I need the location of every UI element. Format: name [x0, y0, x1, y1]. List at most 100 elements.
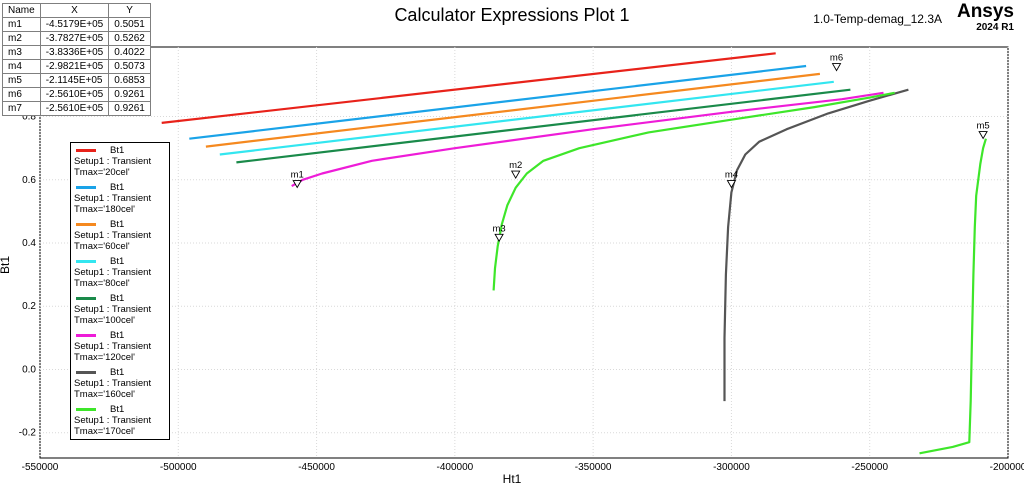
marker-label: m4: [725, 170, 738, 181]
marker-x-cell: -2.1145E+05: [39, 73, 110, 88]
marker-triangle-icon: [978, 131, 988, 140]
x-tick-label: -250000: [851, 462, 888, 473]
marker-x-cell: -2.5610E+05: [39, 87, 110, 102]
legend-item[interactable]: Bt1 Setup1 : Transient Tmax='60cel': [71, 217, 169, 254]
header-y: Y: [108, 3, 151, 18]
series-line-5: [291, 91, 884, 188]
marker-m6[interactable]: m6: [830, 53, 843, 72]
chart-title: Calculator Expressions Plot 1: [394, 5, 630, 25]
marker-layer: m1 m2 m3 m4 m5 m6: [291, 53, 990, 243]
table-row[interactable]: m1 -4.5179E+05 0.5051: [2, 17, 151, 32]
marker-triangle-icon: [510, 170, 521, 179]
legend-item[interactable]: Bt1 Setup1 : Transient Tmax='100cel': [71, 291, 169, 328]
legend-param: Tmax='180cel': [74, 204, 135, 215]
legend-name: Bt1: [110, 219, 125, 230]
table-row[interactable]: m6 -2.5610E+05 0.9261: [2, 87, 151, 102]
y-axis-label: Bt1: [0, 255, 13, 275]
marker-x-cell: -4.5179E+05: [39, 17, 110, 32]
x-tick-label: -550000: [22, 462, 59, 473]
legend-swatch: [76, 408, 96, 411]
marker-y-cell: 0.5262: [108, 31, 151, 46]
marker-m5[interactable]: m5: [977, 121, 990, 140]
marker-name-cell: m1: [2, 17, 41, 32]
marker-label: m2: [509, 160, 522, 171]
legend-setup: Setup1 : Transient: [74, 267, 152, 278]
series-line-6: [723, 88, 909, 402]
brand-name: Ansys: [956, 1, 1014, 22]
y-tick-label: 0.4: [22, 238, 36, 249]
marker-x-cell: -3.8336E+05: [39, 45, 110, 60]
legend-name: Bt1: [110, 256, 125, 267]
legend-name: Bt1: [110, 367, 125, 378]
marker-label: m3: [493, 223, 506, 234]
legend-swatch: [76, 149, 96, 152]
x-tick-label: -200000: [990, 462, 1024, 473]
legend-setup: Setup1 : Transient: [74, 378, 152, 389]
marker-m4[interactable]: m4: [725, 170, 738, 189]
legend-swatch: [76, 334, 96, 337]
marker-x-cell: -3.7827E+05: [39, 31, 110, 46]
marker-m2[interactable]: m2: [509, 160, 522, 179]
legend-name: Bt1: [110, 182, 125, 193]
legend-setup: Setup1 : Transient: [74, 193, 152, 204]
legend-item[interactable]: Bt1 Setup1 : Transient Tmax='20cel': [71, 143, 169, 180]
design-name: 1.0-Temp-demag_12.3A: [813, 12, 942, 26]
marker-triangle-icon: [292, 180, 302, 189]
legend-name: Bt1: [110, 145, 125, 156]
y-tick-label: 0.8: [22, 112, 36, 123]
series-line-0: [161, 52, 776, 124]
brand-version: 2024 R1: [976, 22, 1014, 33]
legend-setup: Setup1 : Transient: [74, 341, 152, 352]
legend-name: Bt1: [110, 293, 125, 304]
legend-item[interactable]: Bt1 Setup1 : Transient Tmax='120cel': [71, 328, 169, 365]
marker-label: m1: [291, 170, 304, 181]
marker-m3[interactable]: m3: [493, 223, 506, 243]
series-line-3: [219, 80, 834, 156]
x-tick-label: -450000: [298, 462, 335, 473]
header-name: Name: [2, 3, 41, 18]
series-line-1: [189, 64, 807, 140]
marker-y-cell: 0.9261: [108, 101, 151, 116]
table-row[interactable]: m3 -3.8336E+05 0.4022: [2, 45, 151, 60]
marker-m1[interactable]: m1: [291, 170, 304, 189]
series-line-8: [919, 138, 987, 455]
marker-triangle-icon: [831, 63, 842, 72]
marker-table[interactable]: Name X Y m1 -4.5179E+05 0.5051 m2 -3.7827E+0…: [2, 3, 151, 116]
table-row[interactable]: m5 -2.1145E+05 0.6853: [2, 73, 151, 88]
table-row[interactable]: m7 -2.5610E+05 0.9261: [2, 101, 151, 116]
x-tick-label: -300000: [713, 462, 750, 473]
legend[interactable]: Bt1 Setup1 : Transient Tmax='20cel' Bt1 Setu…: [70, 142, 170, 440]
legend-swatch: [76, 371, 96, 374]
legend-item[interactable]: Bt1 Setup1 : Transient Tmax='160cel': [71, 365, 169, 402]
marker-table-header: Name X Y: [2, 3, 151, 18]
marker-name-cell: m7: [2, 101, 41, 116]
table-row[interactable]: m4 -2.9821E+05 0.5073: [2, 59, 151, 74]
x-tick-label: -350000: [575, 462, 612, 473]
marker-y-cell: 0.4022: [108, 45, 151, 60]
legend-item[interactable]: Bt1 Setup1 : Transient Tmax='170cel': [71, 402, 169, 439]
legend-name: Bt1: [110, 404, 125, 415]
marker-name-cell: m5: [2, 73, 41, 88]
marker-x-cell: -2.9821E+05: [39, 59, 110, 74]
brand-logo: Ansys 2024 R1: [957, 2, 1014, 33]
legend-param: Tmax='80cel': [74, 278, 130, 289]
table-row[interactable]: m2 -3.7827E+05 0.5262: [2, 31, 151, 46]
series-lines: [161, 52, 987, 455]
legend-item[interactable]: Bt1 Setup1 : Transient Tmax='80cel': [71, 254, 169, 291]
y-tick-label: 0.6: [22, 175, 36, 186]
legend-setup: Setup1 : Transient: [74, 415, 152, 426]
legend-setup: Setup1 : Transient: [74, 230, 152, 241]
legend-swatch: [76, 260, 96, 263]
x-tick-label: -500000: [160, 462, 197, 473]
legend-item[interactable]: Bt1 Setup1 : Transient Tmax='180cel': [71, 180, 169, 217]
series-line-4: [236, 88, 851, 164]
legend-param: Tmax='100cel': [74, 315, 135, 326]
marker-y-cell: 0.6853: [108, 73, 151, 88]
marker-triangle-icon: [726, 180, 737, 189]
y-tick-label: 0.2: [22, 301, 36, 312]
legend-param: Tmax='170cel': [74, 426, 135, 437]
legend-name: Bt1: [110, 330, 125, 341]
marker-name-cell: m4: [2, 59, 41, 74]
y-tick-label: 0.0: [22, 364, 36, 375]
x-axis-label: Ht1: [502, 472, 522, 486]
